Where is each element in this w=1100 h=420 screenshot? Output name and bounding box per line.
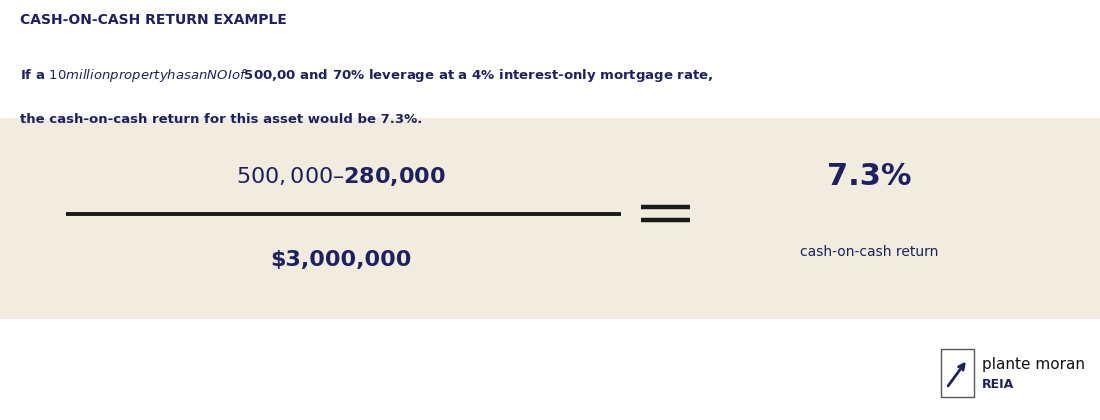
Text: the cash-on-cash return for this asset would be 7.3%.: the cash-on-cash return for this asset w…: [20, 113, 422, 126]
Text: CASH-ON-CASH RETURN EXAMPLE: CASH-ON-CASH RETURN EXAMPLE: [20, 13, 287, 26]
Bar: [940, 349, 974, 397]
Text: REIA: REIA: [982, 378, 1014, 391]
Text: $500,000 – $280,000: $500,000 – $280,000: [236, 165, 446, 188]
Text: $3,000,000: $3,000,000: [271, 250, 411, 270]
Text: plante moran: plante moran: [982, 357, 1086, 372]
Bar: [0, 118, 1100, 319]
Text: If a $10 million property has an NOI of $500,00 and 70% leverage at a 4% interes: If a $10 million property has an NOI of …: [20, 67, 713, 84]
Text: cash-on-cash return: cash-on-cash return: [800, 245, 938, 259]
Text: 7.3%: 7.3%: [827, 162, 911, 191]
